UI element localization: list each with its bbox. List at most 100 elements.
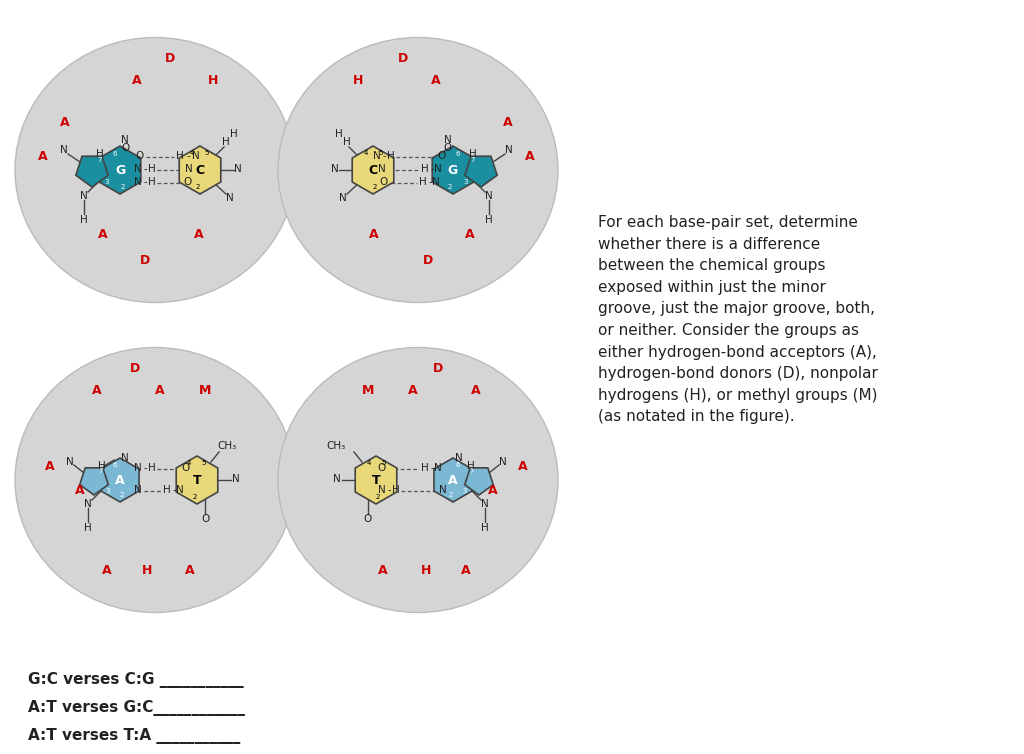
Text: H: H: [84, 523, 92, 533]
Text: 2: 2: [376, 494, 380, 500]
Text: D: D: [140, 253, 151, 266]
Text: G: G: [447, 164, 458, 176]
Text: O: O: [201, 514, 209, 524]
Text: N: N: [84, 499, 92, 509]
Text: H: H: [387, 151, 395, 161]
Text: M: M: [361, 384, 374, 397]
Text: N: N: [499, 457, 507, 467]
Text: D: D: [398, 51, 409, 65]
Text: N: N: [226, 193, 233, 203]
Text: -: -: [387, 485, 391, 495]
Text: D: D: [433, 361, 443, 375]
Text: N: N: [331, 164, 339, 174]
Text: 5: 5: [202, 460, 206, 466]
Text: A: A: [431, 73, 440, 87]
Text: H: H: [176, 151, 184, 161]
Text: A: A: [132, 73, 141, 87]
Text: M: M: [199, 384, 211, 397]
Text: 7: 7: [470, 468, 474, 474]
Ellipse shape: [15, 348, 295, 612]
Text: N: N: [432, 177, 440, 187]
Text: A: A: [98, 228, 108, 241]
Text: A: A: [195, 228, 204, 241]
Text: H: H: [208, 73, 218, 87]
Text: CH₃: CH₃: [327, 441, 346, 451]
Text: A: A: [471, 384, 481, 397]
Text: -: -: [428, 177, 432, 187]
Text: H: H: [163, 485, 171, 495]
Text: O: O: [181, 463, 189, 473]
Text: A: A: [102, 563, 112, 577]
Text: -: -: [172, 485, 176, 495]
Text: N: N: [60, 145, 68, 155]
Text: O: O: [378, 463, 386, 473]
Text: 3: 3: [463, 488, 467, 494]
Text: 4: 4: [186, 460, 191, 466]
Text: N: N: [481, 499, 488, 509]
Text: A: A: [409, 384, 418, 397]
Text: G: G: [115, 164, 125, 176]
Text: 6: 6: [113, 462, 118, 468]
Text: A: A: [378, 563, 388, 577]
Text: N: N: [455, 453, 463, 463]
Text: A: A: [60, 115, 70, 128]
Text: H: H: [421, 463, 429, 473]
Text: T: T: [372, 474, 380, 486]
Text: H: H: [141, 563, 153, 577]
Text: H: H: [230, 129, 238, 139]
Text: 3: 3: [104, 179, 110, 185]
Text: H: H: [421, 164, 429, 174]
Text: 7: 7: [98, 468, 103, 474]
Polygon shape: [352, 146, 394, 194]
Text: A: A: [92, 384, 101, 397]
Text: N: N: [444, 135, 452, 145]
Text: O: O: [121, 143, 129, 153]
Text: A: A: [465, 228, 475, 241]
Text: H: H: [392, 485, 400, 495]
Text: A: A: [449, 474, 458, 486]
Text: 2: 2: [373, 184, 377, 190]
Text: N: N: [232, 474, 240, 484]
Polygon shape: [465, 468, 494, 495]
Text: 7: 7: [471, 157, 475, 163]
Text: A: A: [525, 149, 535, 163]
Text: T: T: [193, 474, 202, 486]
Text: 6: 6: [456, 151, 460, 157]
Text: A: A: [185, 563, 195, 577]
Text: D: D: [165, 51, 175, 65]
Text: G:C verses C:G ___________: G:C verses C:G ___________: [28, 672, 244, 688]
Text: N: N: [121, 135, 129, 145]
Text: A: A: [461, 563, 471, 577]
Text: N: N: [434, 164, 442, 174]
Text: H: H: [467, 461, 475, 471]
Text: N: N: [434, 463, 442, 473]
Text: CH₃: CH₃: [217, 441, 237, 451]
Text: N: N: [378, 164, 386, 174]
Polygon shape: [101, 458, 139, 502]
Text: H: H: [98, 461, 105, 471]
Text: O: O: [364, 514, 372, 524]
Text: N: N: [485, 191, 493, 201]
Text: N: N: [373, 151, 381, 161]
Text: A: A: [38, 149, 48, 163]
Polygon shape: [465, 156, 498, 187]
Text: -: -: [143, 164, 146, 174]
Text: N: N: [67, 457, 74, 467]
Text: 3: 3: [105, 488, 111, 494]
Text: 2: 2: [121, 184, 125, 190]
Text: N: N: [378, 485, 386, 495]
Text: H: H: [353, 73, 364, 87]
Text: O: O: [135, 151, 143, 161]
Text: 3: 3: [464, 179, 468, 185]
Polygon shape: [76, 156, 109, 187]
Polygon shape: [176, 456, 218, 504]
Text: -: -: [186, 151, 189, 161]
Text: A: A: [156, 384, 165, 397]
Text: C: C: [196, 164, 205, 176]
Text: A: A: [370, 228, 379, 241]
Text: N: N: [134, 485, 142, 495]
Text: 4: 4: [364, 150, 369, 156]
Text: N: N: [176, 485, 184, 495]
Text: -: -: [430, 463, 434, 473]
Text: 7: 7: [97, 157, 102, 163]
